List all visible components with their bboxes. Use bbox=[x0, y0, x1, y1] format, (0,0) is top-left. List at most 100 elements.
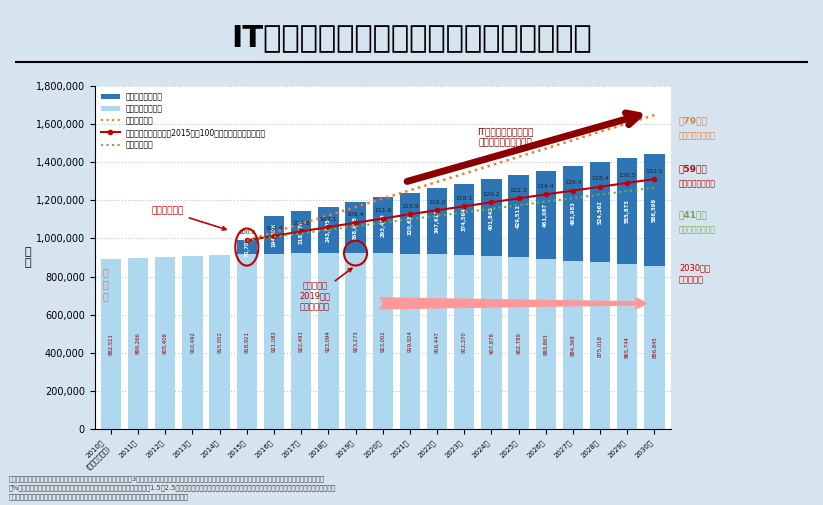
Bar bbox=[536, 171, 556, 259]
Text: 905,408: 905,408 bbox=[163, 332, 168, 354]
Text: 915,052: 915,052 bbox=[217, 331, 222, 353]
Text: 130.5: 130.5 bbox=[618, 173, 636, 178]
Text: （中位シナリオ）: （中位シナリオ） bbox=[679, 180, 716, 189]
Bar bbox=[264, 217, 284, 254]
Text: 923,094: 923,094 bbox=[326, 330, 331, 352]
Text: 524,562: 524,562 bbox=[597, 200, 602, 224]
Text: 893,863: 893,863 bbox=[543, 333, 548, 355]
Text: 492,983: 492,983 bbox=[570, 201, 575, 225]
Bar bbox=[563, 261, 584, 429]
Text: 人
材
数: 人 材 数 bbox=[103, 268, 109, 301]
Text: 120.2: 120.2 bbox=[482, 192, 500, 197]
Text: 70,700: 70,700 bbox=[244, 237, 249, 257]
Bar bbox=[454, 255, 474, 429]
Text: 111.6: 111.6 bbox=[374, 208, 392, 213]
Text: 856,845: 856,845 bbox=[652, 336, 657, 359]
Text: 555,873: 555,873 bbox=[625, 199, 630, 223]
Bar bbox=[128, 258, 148, 429]
Bar bbox=[427, 255, 447, 429]
Text: 320,638: 320,638 bbox=[407, 211, 412, 235]
Bar bbox=[373, 253, 393, 429]
Bar bbox=[182, 256, 202, 429]
Text: 401,843: 401,843 bbox=[489, 206, 494, 230]
Text: 116.0: 116.0 bbox=[428, 200, 446, 205]
Bar bbox=[590, 262, 611, 429]
Text: 194,608: 194,608 bbox=[272, 223, 277, 247]
Text: 923,273: 923,273 bbox=[353, 330, 358, 352]
Text: 現在の不足数: 現在の不足数 bbox=[151, 207, 226, 230]
Text: 132.5: 132.5 bbox=[645, 169, 663, 174]
Text: 126.4: 126.4 bbox=[564, 180, 582, 185]
Bar bbox=[454, 184, 474, 255]
Text: 892,511: 892,511 bbox=[109, 333, 114, 355]
Text: 916,447: 916,447 bbox=[435, 331, 439, 353]
Text: 918,921: 918,921 bbox=[244, 331, 249, 352]
Bar bbox=[509, 257, 528, 429]
Bar bbox=[617, 158, 638, 264]
Text: 122.3: 122.3 bbox=[509, 188, 528, 193]
Bar bbox=[536, 259, 556, 429]
Text: 102.4: 102.4 bbox=[265, 226, 283, 231]
Legend: 人材不足数（人）, 供給人材数（人）, 高位シナリオ, 中位シナリオ（数値は2015年を100としたときの市場規模）, 低位シナリオ: 人材不足数（人）, 供給人材数（人）, 高位シナリオ, 中位シナリオ（数値は20… bbox=[99, 90, 268, 152]
Text: 約79万人: 約79万人 bbox=[679, 117, 708, 126]
Text: 268,655: 268,655 bbox=[353, 216, 358, 239]
Text: （高位シナリオ）: （高位シナリオ） bbox=[679, 132, 716, 141]
Text: 118.1: 118.1 bbox=[455, 196, 473, 201]
Text: 人材不足数: 人材不足数 bbox=[679, 276, 704, 285]
Text: 人材供給は
2019年を
ピークに減少: 人材供給は 2019年を ピークに減少 bbox=[300, 268, 351, 311]
Text: 586,598: 586,598 bbox=[652, 198, 657, 222]
Text: 884,368: 884,368 bbox=[570, 334, 575, 356]
Bar bbox=[291, 212, 311, 254]
Text: （低位シナリオ）: （低位シナリオ） bbox=[679, 225, 716, 234]
Bar bbox=[155, 257, 175, 429]
Text: 128.4: 128.4 bbox=[591, 176, 609, 181]
Text: 902,789: 902,789 bbox=[516, 332, 521, 354]
Text: 124.4: 124.4 bbox=[537, 184, 555, 189]
Bar bbox=[237, 240, 257, 254]
Text: 922,491: 922,491 bbox=[299, 330, 304, 352]
Bar bbox=[319, 207, 338, 253]
Text: IT人材の供給動向の予測と平均年齢の推移: IT人材の供給動向の予測と平均年齢の推移 bbox=[231, 23, 592, 52]
Text: 109.4: 109.4 bbox=[346, 213, 365, 217]
Bar bbox=[481, 256, 501, 429]
Bar bbox=[400, 254, 420, 429]
Text: 100.0: 100.0 bbox=[238, 230, 256, 235]
Text: 910,492: 910,492 bbox=[190, 331, 195, 354]
Text: 865,744: 865,744 bbox=[625, 336, 630, 358]
Bar bbox=[563, 167, 584, 261]
Bar bbox=[100, 259, 121, 429]
Bar bbox=[264, 254, 284, 429]
Bar bbox=[346, 202, 365, 253]
Bar bbox=[617, 264, 638, 429]
Bar bbox=[291, 254, 311, 429]
Text: 293,499: 293,499 bbox=[380, 213, 385, 237]
Text: 107.1: 107.1 bbox=[319, 217, 337, 222]
Text: 2030年の: 2030年の bbox=[679, 263, 710, 272]
Text: 104.8: 104.8 bbox=[292, 221, 310, 226]
Text: 899,266: 899,266 bbox=[136, 332, 141, 355]
Text: 907,878: 907,878 bbox=[489, 332, 494, 354]
Text: 374,564: 374,564 bbox=[462, 208, 467, 231]
Bar bbox=[210, 255, 230, 429]
Bar bbox=[509, 175, 528, 257]
Bar bbox=[237, 254, 257, 429]
Text: 875,018: 875,018 bbox=[597, 335, 602, 357]
Text: 113.9: 113.9 bbox=[401, 204, 419, 209]
Bar bbox=[427, 188, 447, 255]
Text: ITニーズの拡大により
市場規模は今後も拡大: ITニーズの拡大により 市場規模は今後も拡大 bbox=[477, 128, 533, 147]
Text: 919,924: 919,924 bbox=[407, 331, 412, 352]
Bar bbox=[319, 253, 338, 429]
Bar bbox=[400, 192, 420, 254]
Text: 461,087: 461,087 bbox=[543, 203, 548, 227]
Text: 243,805: 243,805 bbox=[326, 218, 331, 242]
Bar bbox=[644, 266, 665, 429]
Y-axis label: 人
数: 人 数 bbox=[24, 247, 30, 268]
Text: 923,002: 923,002 bbox=[380, 330, 385, 352]
Bar bbox=[590, 162, 611, 262]
Text: 今回の推計では、将来の市場拡大見通しによって低位・中位・高位の3種のシナリオを設定。低位シナリオでは市場の伸び率を１％程度、高位シナリオでは市場の伸び率を２～
: 今回の推計では、将来の市場拡大見通しによって低位・中位・高位の3種のシナリオを設… bbox=[8, 475, 336, 500]
Text: 約41万人: 約41万人 bbox=[679, 210, 708, 219]
Text: 約59万人: 約59万人 bbox=[679, 165, 708, 174]
Text: 912,370: 912,370 bbox=[462, 331, 467, 353]
Bar bbox=[373, 197, 393, 253]
Bar bbox=[481, 179, 501, 256]
